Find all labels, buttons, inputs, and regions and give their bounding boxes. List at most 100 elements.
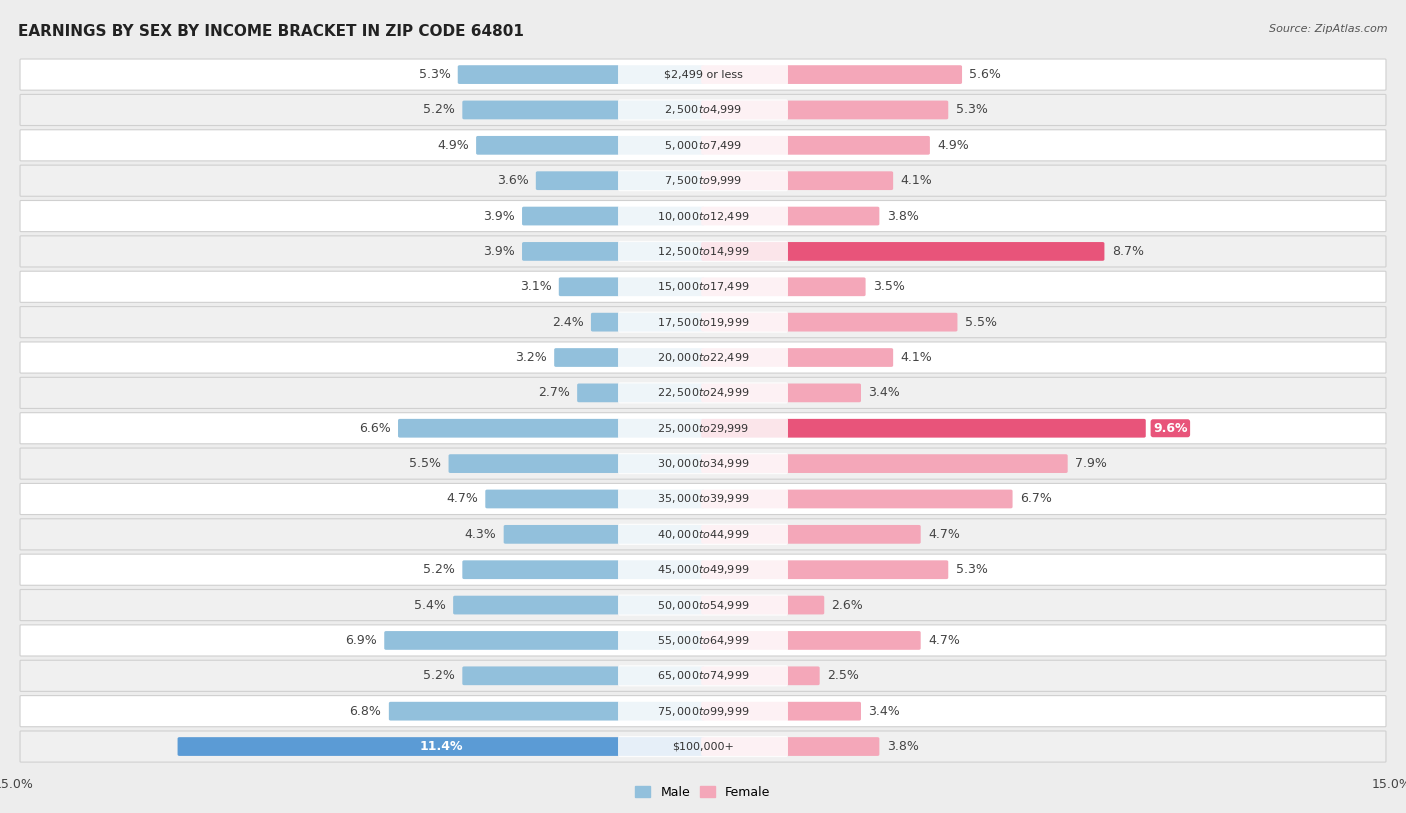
FancyBboxPatch shape [702, 596, 824, 615]
FancyBboxPatch shape [20, 377, 1386, 408]
Text: 4.7%: 4.7% [928, 634, 960, 647]
Text: $20,000 to $22,499: $20,000 to $22,499 [657, 351, 749, 364]
Text: 6.9%: 6.9% [344, 634, 377, 647]
FancyBboxPatch shape [453, 596, 704, 615]
Text: $12,500 to $14,999: $12,500 to $14,999 [657, 245, 749, 258]
FancyBboxPatch shape [702, 172, 893, 190]
Text: 6.8%: 6.8% [350, 705, 381, 718]
FancyBboxPatch shape [20, 484, 1386, 515]
Text: 5.5%: 5.5% [965, 315, 997, 328]
Text: $10,000 to $12,499: $10,000 to $12,499 [657, 210, 749, 223]
Text: 6.7%: 6.7% [1019, 493, 1052, 506]
FancyBboxPatch shape [702, 313, 957, 332]
Text: 7.9%: 7.9% [1076, 457, 1107, 470]
Text: 6.6%: 6.6% [359, 422, 391, 435]
FancyBboxPatch shape [619, 701, 787, 722]
Text: 5.3%: 5.3% [419, 68, 450, 81]
FancyBboxPatch shape [619, 206, 787, 227]
FancyBboxPatch shape [702, 702, 860, 720]
Text: 5.3%: 5.3% [956, 563, 987, 576]
FancyBboxPatch shape [702, 242, 1105, 261]
Text: Source: ZipAtlas.com: Source: ZipAtlas.com [1270, 24, 1388, 34]
Text: $75,000 to $99,999: $75,000 to $99,999 [657, 705, 749, 718]
Text: 3.9%: 3.9% [482, 210, 515, 223]
FancyBboxPatch shape [619, 736, 787, 757]
Text: 5.4%: 5.4% [413, 598, 446, 611]
FancyBboxPatch shape [619, 311, 787, 333]
Text: $100,000+: $100,000+ [672, 741, 734, 751]
Text: 3.8%: 3.8% [887, 740, 918, 753]
Text: 11.4%: 11.4% [419, 740, 463, 753]
Text: $45,000 to $49,999: $45,000 to $49,999 [657, 563, 749, 576]
FancyBboxPatch shape [20, 307, 1386, 337]
FancyBboxPatch shape [619, 594, 787, 615]
FancyBboxPatch shape [20, 165, 1386, 196]
Text: 9.6%: 9.6% [1153, 422, 1188, 435]
Text: 4.9%: 4.9% [437, 139, 468, 152]
Text: 5.3%: 5.3% [956, 103, 987, 116]
FancyBboxPatch shape [619, 135, 787, 156]
FancyBboxPatch shape [20, 342, 1386, 373]
Text: 3.9%: 3.9% [482, 245, 515, 258]
Text: 4.1%: 4.1% [900, 174, 932, 187]
FancyBboxPatch shape [20, 236, 1386, 267]
Text: 3.5%: 3.5% [873, 280, 905, 293]
Text: $5,000 to $7,499: $5,000 to $7,499 [664, 139, 742, 152]
FancyBboxPatch shape [702, 277, 866, 296]
Text: 5.2%: 5.2% [423, 669, 456, 682]
FancyBboxPatch shape [485, 489, 704, 508]
Text: 2.4%: 2.4% [551, 315, 583, 328]
FancyBboxPatch shape [20, 94, 1386, 125]
Text: $35,000 to $39,999: $35,000 to $39,999 [657, 493, 749, 506]
Text: 4.3%: 4.3% [464, 528, 496, 541]
FancyBboxPatch shape [477, 136, 704, 154]
FancyBboxPatch shape [177, 737, 704, 756]
FancyBboxPatch shape [20, 272, 1386, 302]
Text: 2.7%: 2.7% [538, 386, 569, 399]
Text: 3.2%: 3.2% [515, 351, 547, 364]
FancyBboxPatch shape [20, 589, 1386, 620]
FancyBboxPatch shape [20, 201, 1386, 232]
Text: 3.4%: 3.4% [869, 386, 900, 399]
FancyBboxPatch shape [619, 170, 787, 191]
FancyBboxPatch shape [463, 560, 704, 579]
FancyBboxPatch shape [702, 101, 948, 120]
Text: 3.4%: 3.4% [869, 705, 900, 718]
Text: $30,000 to $34,999: $30,000 to $34,999 [657, 457, 749, 470]
FancyBboxPatch shape [20, 731, 1386, 762]
Text: 5.5%: 5.5% [409, 457, 441, 470]
Text: 5.6%: 5.6% [969, 68, 1001, 81]
FancyBboxPatch shape [619, 241, 787, 262]
Text: $40,000 to $44,999: $40,000 to $44,999 [657, 528, 749, 541]
Text: 15.0%: 15.0% [0, 778, 34, 791]
Text: $22,500 to $24,999: $22,500 to $24,999 [657, 386, 749, 399]
FancyBboxPatch shape [20, 448, 1386, 479]
FancyBboxPatch shape [503, 525, 704, 544]
FancyBboxPatch shape [619, 347, 787, 368]
FancyBboxPatch shape [619, 276, 787, 298]
FancyBboxPatch shape [619, 489, 787, 510]
FancyBboxPatch shape [702, 631, 921, 650]
FancyBboxPatch shape [619, 559, 787, 580]
FancyBboxPatch shape [619, 453, 787, 474]
Text: $50,000 to $54,999: $50,000 to $54,999 [657, 598, 749, 611]
FancyBboxPatch shape [702, 348, 893, 367]
Text: 15.0%: 15.0% [1372, 778, 1406, 791]
FancyBboxPatch shape [619, 64, 787, 85]
FancyBboxPatch shape [702, 560, 948, 579]
Text: $7,500 to $9,999: $7,500 to $9,999 [664, 174, 742, 187]
Text: EARNINGS BY SEX BY INCOME BRACKET IN ZIP CODE 64801: EARNINGS BY SEX BY INCOME BRACKET IN ZIP… [18, 24, 524, 39]
FancyBboxPatch shape [20, 130, 1386, 161]
FancyBboxPatch shape [522, 207, 704, 225]
FancyBboxPatch shape [619, 99, 787, 120]
FancyBboxPatch shape [619, 382, 787, 403]
FancyBboxPatch shape [619, 665, 787, 686]
Text: 3.6%: 3.6% [496, 174, 529, 187]
FancyBboxPatch shape [449, 454, 704, 473]
FancyBboxPatch shape [20, 625, 1386, 656]
Text: $25,000 to $29,999: $25,000 to $29,999 [657, 422, 749, 435]
FancyBboxPatch shape [20, 554, 1386, 585]
FancyBboxPatch shape [702, 454, 1067, 473]
Text: $2,500 to $4,999: $2,500 to $4,999 [664, 103, 742, 116]
FancyBboxPatch shape [398, 419, 704, 437]
